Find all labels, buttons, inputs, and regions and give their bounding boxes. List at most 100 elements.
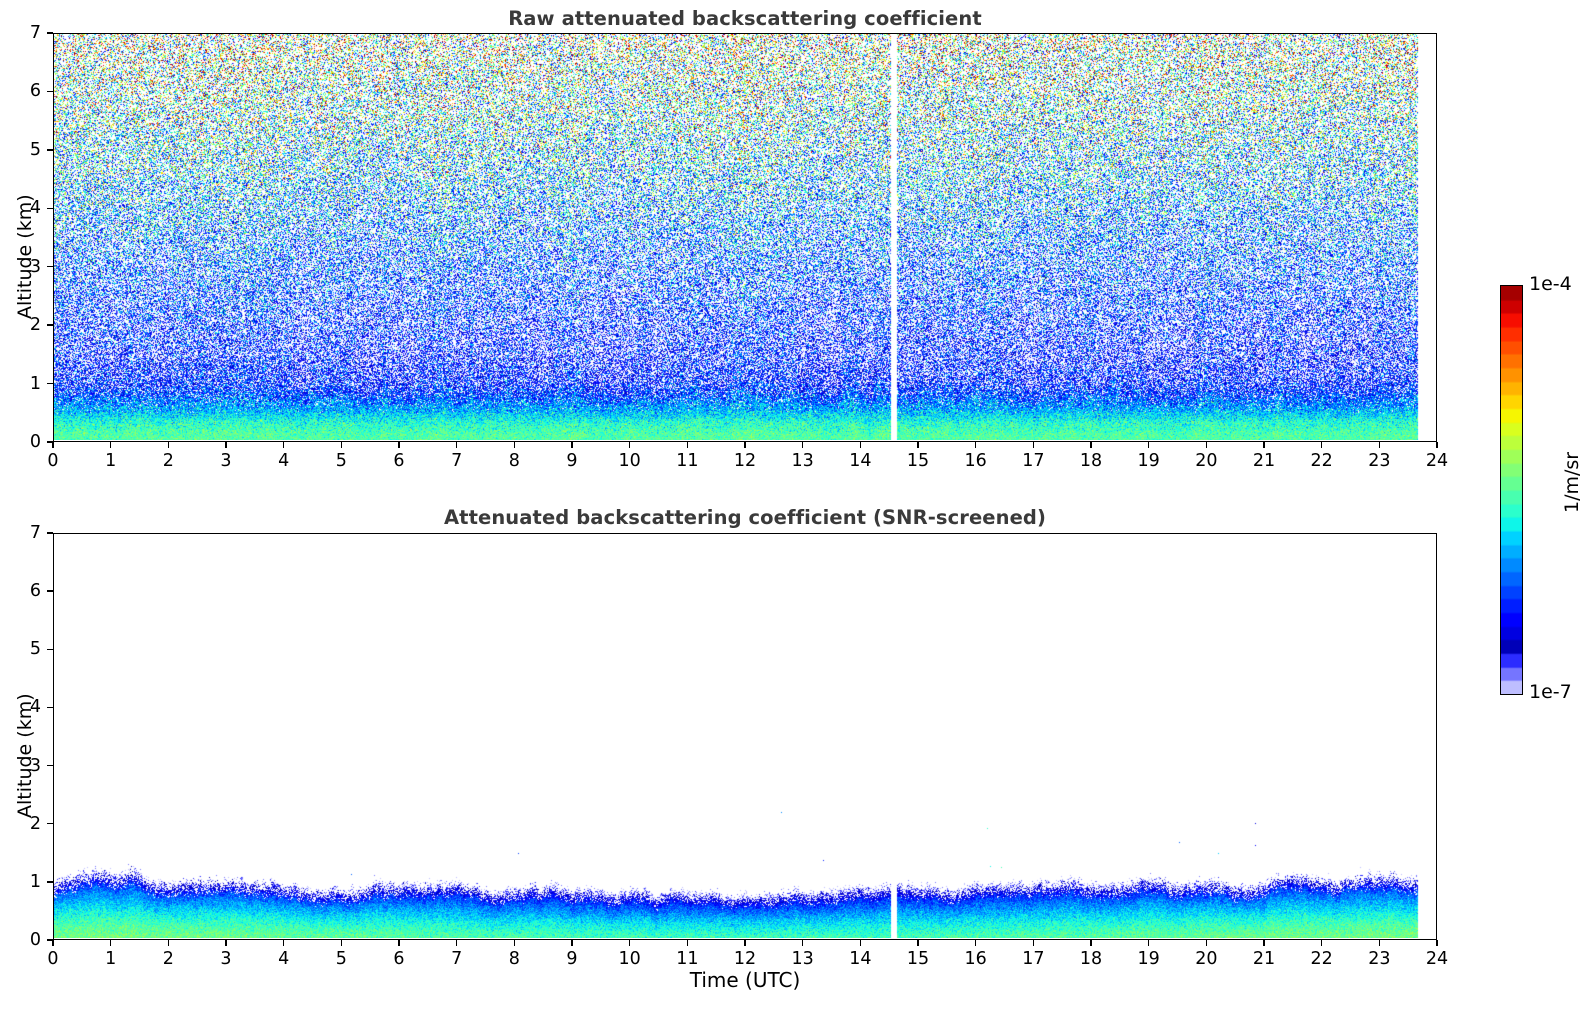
x-tick bbox=[1263, 442, 1265, 448]
x-tick-label: 8 bbox=[508, 451, 520, 471]
x-tick-label: 3 bbox=[220, 451, 232, 471]
x-tick-label: 16 bbox=[964, 949, 987, 969]
x-tick bbox=[628, 940, 631, 946]
x-tick-label: 20 bbox=[1195, 949, 1218, 969]
y-tick bbox=[47, 90, 53, 93]
x-tick-label: 22 bbox=[1310, 949, 1333, 969]
x-tick bbox=[859, 442, 862, 448]
x-tick-label: 13 bbox=[791, 949, 814, 969]
x-tick-label: 23 bbox=[1368, 949, 1391, 969]
x-tick bbox=[513, 442, 516, 448]
x-tick bbox=[1032, 940, 1035, 946]
x-tick-label: 5 bbox=[335, 451, 347, 471]
x-tick-label: 21 bbox=[1252, 949, 1276, 969]
x-tick bbox=[109, 442, 112, 448]
x-tick bbox=[1378, 940, 1381, 946]
y-tick bbox=[47, 532, 53, 534]
x-tick-label: 3 bbox=[220, 949, 232, 969]
y-tick bbox=[47, 324, 53, 326]
x-tick bbox=[1205, 940, 1208, 946]
x-tick bbox=[628, 442, 631, 448]
colorbar-gradient bbox=[1500, 285, 1523, 695]
x-tick-label: 11 bbox=[676, 451, 699, 471]
x-tick bbox=[917, 442, 919, 448]
y-tick bbox=[47, 823, 53, 825]
x-tick bbox=[1436, 940, 1438, 946]
y-tick-label: 0 bbox=[29, 432, 41, 452]
y-tick-label: 1 bbox=[29, 373, 41, 394]
y-tick bbox=[47, 881, 53, 883]
x-tick-label: 18 bbox=[1079, 949, 1103, 969]
panel-title-raw: Raw attenuated backscattering coefficien… bbox=[508, 7, 982, 30]
y-tick bbox=[47, 207, 53, 209]
x-tick bbox=[513, 940, 516, 946]
plot-area-raw[interactable] bbox=[53, 33, 1437, 442]
x-tick-label: 12 bbox=[733, 451, 757, 471]
x-tick bbox=[52, 940, 54, 946]
y-tick-label: 7 bbox=[29, 23, 41, 43]
x-tick bbox=[1032, 442, 1035, 448]
x-tick-label: 8 bbox=[508, 949, 520, 969]
x-tick-label: 14 bbox=[849, 451, 872, 471]
x-tick-label: 19 bbox=[1137, 949, 1160, 969]
x-tick-label: 21 bbox=[1252, 451, 1276, 471]
x-tick bbox=[917, 940, 919, 946]
x-tick bbox=[1263, 940, 1265, 946]
x-axis-label-time: Time (UTC) bbox=[689, 968, 801, 992]
x-tick bbox=[859, 940, 862, 946]
colorbar[interactable]: 1e-4 1e-7 bbox=[1500, 273, 1572, 703]
x-tick-label: 9 bbox=[566, 949, 578, 969]
x-tick-label: 9 bbox=[566, 451, 578, 471]
x-tick bbox=[801, 940, 804, 946]
y-tick bbox=[47, 382, 53, 385]
y-tick bbox=[47, 706, 53, 709]
x-tick bbox=[1378, 442, 1381, 448]
colorbar-max-label: 1e-4 bbox=[1529, 273, 1572, 295]
y-tick-label: 6 bbox=[29, 581, 41, 602]
x-tick bbox=[1436, 442, 1438, 448]
x-tick-label: 5 bbox=[335, 949, 347, 969]
y-tick bbox=[47, 441, 53, 443]
x-tick-label: 6 bbox=[393, 949, 405, 969]
x-tick bbox=[455, 442, 458, 448]
heatmap-screened bbox=[54, 534, 1435, 938]
y-tick-label: 3 bbox=[29, 256, 41, 277]
x-tick-label: 1 bbox=[105, 949, 117, 969]
x-tick bbox=[1320, 940, 1323, 946]
y-tick-label: 4 bbox=[29, 198, 41, 219]
x-tick bbox=[744, 940, 746, 946]
x-tick-label: 7 bbox=[451, 451, 463, 471]
y-tick bbox=[47, 149, 53, 151]
colorbar-unit-label: 1/m/sr bbox=[1561, 451, 1583, 513]
x-tick bbox=[340, 442, 343, 448]
plot-area-screened[interactable] bbox=[53, 533, 1437, 940]
x-tick bbox=[340, 940, 343, 946]
x-tick bbox=[398, 442, 400, 448]
x-tick-label: 10 bbox=[618, 451, 641, 471]
x-tick-label: 10 bbox=[618, 949, 641, 969]
x-tick bbox=[109, 940, 112, 946]
x-tick-label: 15 bbox=[906, 949, 930, 969]
colorbar-min-label: 1e-7 bbox=[1529, 681, 1572, 703]
x-tick bbox=[571, 940, 573, 946]
y-tick bbox=[47, 32, 53, 34]
x-tick-label: 1 bbox=[105, 451, 117, 471]
x-tick bbox=[974, 442, 977, 448]
heatmap-raw bbox=[54, 34, 1435, 440]
x-tick-label: 11 bbox=[676, 949, 699, 969]
x-tick-label: 20 bbox=[1195, 451, 1218, 471]
x-tick bbox=[744, 442, 746, 448]
x-tick bbox=[571, 442, 573, 448]
x-tick bbox=[1147, 442, 1150, 448]
y-tick bbox=[47, 939, 53, 941]
y-tick bbox=[47, 764, 53, 767]
y-tick-label: 4 bbox=[29, 697, 41, 718]
x-tick bbox=[1147, 940, 1150, 946]
x-tick bbox=[801, 442, 804, 448]
y-tick-label: 6 bbox=[29, 81, 41, 102]
x-tick bbox=[1090, 940, 1092, 946]
x-tick-label: 16 bbox=[964, 451, 987, 471]
x-tick-label: 15 bbox=[906, 451, 930, 471]
x-tick-label: 0 bbox=[47, 949, 59, 969]
